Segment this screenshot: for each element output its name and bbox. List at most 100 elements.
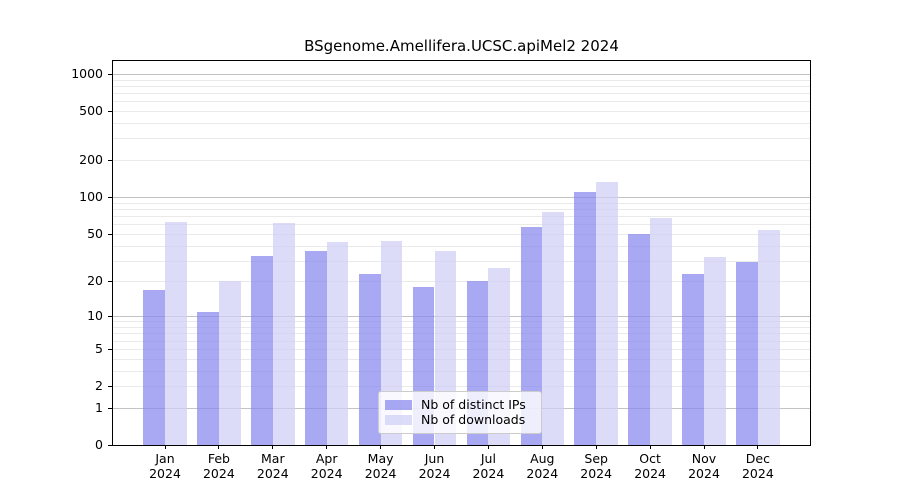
gridline-minor-60 <box>113 224 810 226</box>
gridline-minor-9 <box>113 321 810 323</box>
bar-downloads-nov <box>704 257 726 445</box>
y-tick-50 <box>108 234 112 235</box>
gridline-minor-70 <box>113 216 810 217</box>
x-tick-label-jul: Jul 2024 <box>472 451 505 481</box>
x-tick-oct <box>649 445 651 449</box>
bar-distinct-ips-oct <box>628 233 651 445</box>
gridline-minor-80 <box>113 208 810 210</box>
x-tick-nov <box>703 445 705 449</box>
bar-downloads-mar <box>272 223 295 445</box>
bar-distinct-ips-aug <box>520 226 543 445</box>
legend-swatch-distinct-ips <box>385 399 412 410</box>
y-tick-200 <box>108 160 112 161</box>
gridline-minor-700 <box>113 93 810 94</box>
gridline-minor-50 <box>113 233 810 235</box>
plot-area: Nb of distinct IPs Nb of downloads 0 1 2 5 1… <box>71 60 811 481</box>
y-tick-0 <box>108 445 112 446</box>
y-tick-20 <box>108 281 112 282</box>
bar-distinct-ips-apr <box>304 251 327 445</box>
legend-label-downloads: Nb of downloads <box>421 412 526 427</box>
gridline-major-1000 <box>113 73 810 75</box>
bar-distinct-ips-may <box>358 274 381 445</box>
bar-downloads-aug <box>542 211 565 445</box>
x-tick-jul <box>487 445 489 449</box>
x-tick-label-sep: Sep 2024 <box>580 451 613 481</box>
gridline-minor-40 <box>113 245 810 247</box>
y-tick-label-50: 50 <box>87 225 103 241</box>
gridline-minor-7 <box>113 333 810 335</box>
y-tick-label-0: 0 <box>95 437 103 452</box>
legend-swatch-downloads <box>385 414 412 425</box>
legend: Nb of distinct IPs Nb of downloads <box>378 391 542 434</box>
y-tick-2 <box>108 386 112 387</box>
gridline-minor-4 <box>113 358 810 360</box>
gridline-minor-20 <box>113 281 810 283</box>
bar-downloads-dec <box>757 229 780 445</box>
gridline-minor-400 <box>113 123 810 124</box>
y-tick-label-500: 500 <box>79 103 103 118</box>
y-tick-1000 <box>108 74 112 75</box>
x-tick-label-oct: Oct 2024 <box>634 451 666 481</box>
x-tick-label-jan: Jan 2024 <box>149 451 181 481</box>
y-tick-label-20: 20 <box>87 273 103 289</box>
y-tick-100 <box>108 197 112 198</box>
x-tick-jan <box>164 445 166 449</box>
y-tick-label-1: 1 <box>95 399 103 415</box>
gridline-minor-200 <box>113 160 810 162</box>
x-tick-label-feb: Feb 2024 <box>202 451 235 481</box>
bar-distinct-ips-sep <box>574 192 597 445</box>
gridline-minor-2 <box>113 386 810 387</box>
bar-distinct-ips-feb <box>197 311 219 445</box>
legend-item-distinct-ips: Nb of distinct IPs <box>385 397 541 412</box>
bar-downloads-jan <box>165 221 187 445</box>
x-tick-feb <box>218 445 220 449</box>
y-tick-1 <box>108 408 112 409</box>
y-tick-label-200: 200 <box>79 152 103 168</box>
gridline-minor-6 <box>113 340 810 342</box>
bar-downloads-feb <box>218 281 241 445</box>
gridline-minor-90 <box>113 202 810 204</box>
gridline-minor-8 <box>113 327 810 328</box>
x-tick-label-may: May 2024 <box>364 451 397 481</box>
bar-downloads-apr <box>326 241 349 445</box>
x-tick-apr <box>326 445 328 449</box>
gridline-minor-500 <box>113 111 810 112</box>
y-tick-label-100: 100 <box>79 189 103 205</box>
x-tick-label-nov: Nov 2024 <box>688 451 720 481</box>
y-tick-10 <box>108 316 112 317</box>
gridline-minor-3 <box>113 370 810 372</box>
gridline-minor-5 <box>113 348 810 350</box>
x-tick-sep <box>595 445 597 449</box>
x-tick-label-jun: Jun 2024 <box>418 451 451 481</box>
legend-label-distinct-ips: Nb of distinct IPs <box>421 397 526 412</box>
bar-downloads-oct <box>650 217 672 445</box>
gridline-major-10 <box>113 316 810 318</box>
gridline-major-100 <box>113 197 810 199</box>
legend-item-downloads: Nb of downloads <box>385 412 541 427</box>
x-tick-jun <box>434 445 435 449</box>
x-tick-mar <box>272 445 274 449</box>
bar-distinct-ips-mar <box>251 255 273 445</box>
x-tick-label-mar: Mar 2024 <box>256 451 289 481</box>
y-tick-label-2: 2 <box>95 378 103 393</box>
bar-distinct-ips-dec <box>736 262 758 445</box>
x-tick-aug <box>541 445 543 449</box>
y-tick-5 <box>108 349 112 350</box>
x-tick-dec <box>757 445 759 449</box>
gridline-minor-800 <box>113 85 810 87</box>
x-tick-label-apr: Apr 2024 <box>310 451 343 481</box>
gridline-minor-900 <box>113 79 810 81</box>
gridline-minor-300 <box>113 138 810 140</box>
bar-downloads-sep <box>596 181 618 445</box>
chart-title: BSgenome.Amellifera.UCSC.apiMel2 2024 <box>304 37 619 55</box>
x-tick-label-dec: Dec 2024 <box>741 451 774 481</box>
y-tick-label-5: 5 <box>95 340 103 356</box>
x-tick-label-aug: Aug 2024 <box>526 451 559 481</box>
gridline-minor-600 <box>113 101 810 103</box>
x-tick-may <box>380 445 382 449</box>
bar-distinct-ips-jan <box>143 289 165 445</box>
bar-distinct-ips-nov <box>682 274 704 445</box>
y-tick-label-1000: 1000 <box>71 65 103 81</box>
gridline-minor-30 <box>113 260 810 262</box>
